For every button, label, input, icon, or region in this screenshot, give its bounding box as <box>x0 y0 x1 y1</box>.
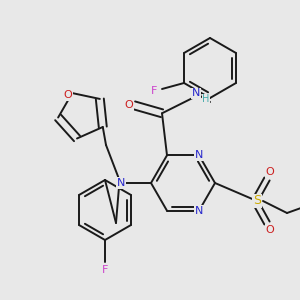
Text: F: F <box>102 265 108 275</box>
Text: O: O <box>266 225 274 235</box>
Text: N: N <box>195 150 203 160</box>
Text: O: O <box>124 100 134 110</box>
Text: O: O <box>266 167 274 177</box>
Text: N: N <box>117 178 125 188</box>
Text: F: F <box>151 86 157 96</box>
Text: O: O <box>64 90 73 100</box>
Text: N: N <box>195 206 203 216</box>
Text: S: S <box>253 194 261 208</box>
Text: H: H <box>202 94 210 104</box>
Text: N: N <box>192 88 200 98</box>
